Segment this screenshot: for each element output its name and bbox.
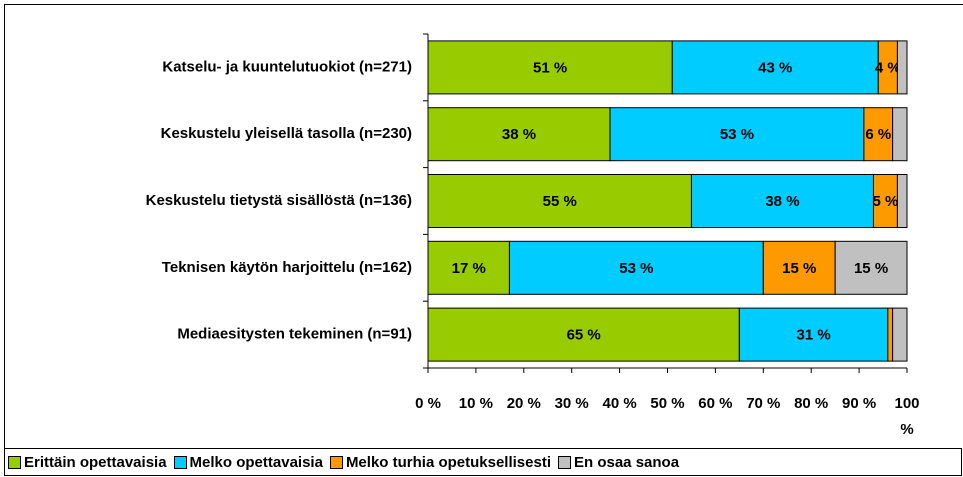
x-tick-label: 40 % [602,395,637,412]
data-label: 31 % [796,327,830,344]
legend-label: Erittäin opettavaisia [24,453,167,471]
data-label: 5 % [873,193,899,210]
category-label: Mediaesitysten tekeminen (n=91) [177,326,412,343]
data-label: 53 % [619,260,653,277]
legend-item: Erittäin opettavaisia [5,454,167,471]
x-tick-label: 90 % [841,395,877,412]
bar-segment [892,307,908,362]
bar-segment [427,174,692,228]
x-tick-label: 0 % [415,395,441,412]
legend-item: Melko turhia opetuksellisesti [327,454,551,471]
bar-segment [896,174,908,228]
category-label: Teknisen käytön harjoittelu (n=162) [162,259,412,276]
x-tick-label: 60 % [698,395,733,412]
data-label: 55 % [543,193,577,210]
legend-label: Melko turhia opetuksellisesti [345,453,551,471]
legend-swatch [173,455,187,469]
data-label: 6 % [865,126,891,143]
data-label: 15 % [854,260,888,277]
bar-segment [892,107,908,162]
legend-label: Melko opettavaisia [189,453,323,471]
bar-segment [427,307,740,362]
data-label: 4 % [875,59,901,76]
bar-segment [427,40,673,95]
x-tick-label: 30 % [554,395,589,412]
data-label: 53 % [720,126,754,143]
bar-segment [896,40,908,95]
bar-segment [609,107,865,162]
x-tick-label: 100 % [894,395,920,438]
data-label: 38 % [765,193,799,210]
bar-segment [762,240,836,295]
legend-swatch [558,455,571,469]
category-label: Keskustelu yleisellä tasolla (n=230) [161,125,412,142]
data-label: 51 % [533,59,567,76]
legend-item: Melko opettavaisia [171,454,323,471]
x-tick-label: 50 % [650,395,685,412]
legend-item: En osaa sanoa [555,454,679,471]
legend: Erittäin opettavaisia Melko opettavaisia M… [4,448,962,476]
data-label: 43 % [758,59,792,76]
legend-label: En osaa sanoa [574,453,680,471]
bar-segment [887,307,894,362]
category-label: Katselu- ja kuuntelutuokiot (n=271) [162,58,412,75]
data-label: 15 % [782,260,816,277]
bar-segment [427,240,510,295]
bar-segment [427,107,611,162]
category-label: Keskustelu tietystä sisällöstä (n=136) [146,192,412,209]
data-label: 17 % [452,260,486,277]
x-tick-label: 20 % [506,395,541,412]
legend-swatch [329,455,343,469]
x-tick-label: 80 % [794,395,829,412]
x-tick-label: 70 % [746,395,781,412]
legend-swatch [8,455,21,469]
bar-segment [738,307,889,362]
x-tick-label: 10 % [458,395,493,412]
bar-segment [834,240,908,295]
data-label: 38 % [502,126,536,143]
bar-segment [690,174,874,228]
data-label: 65 % [567,327,601,344]
bar-segment [671,40,879,95]
